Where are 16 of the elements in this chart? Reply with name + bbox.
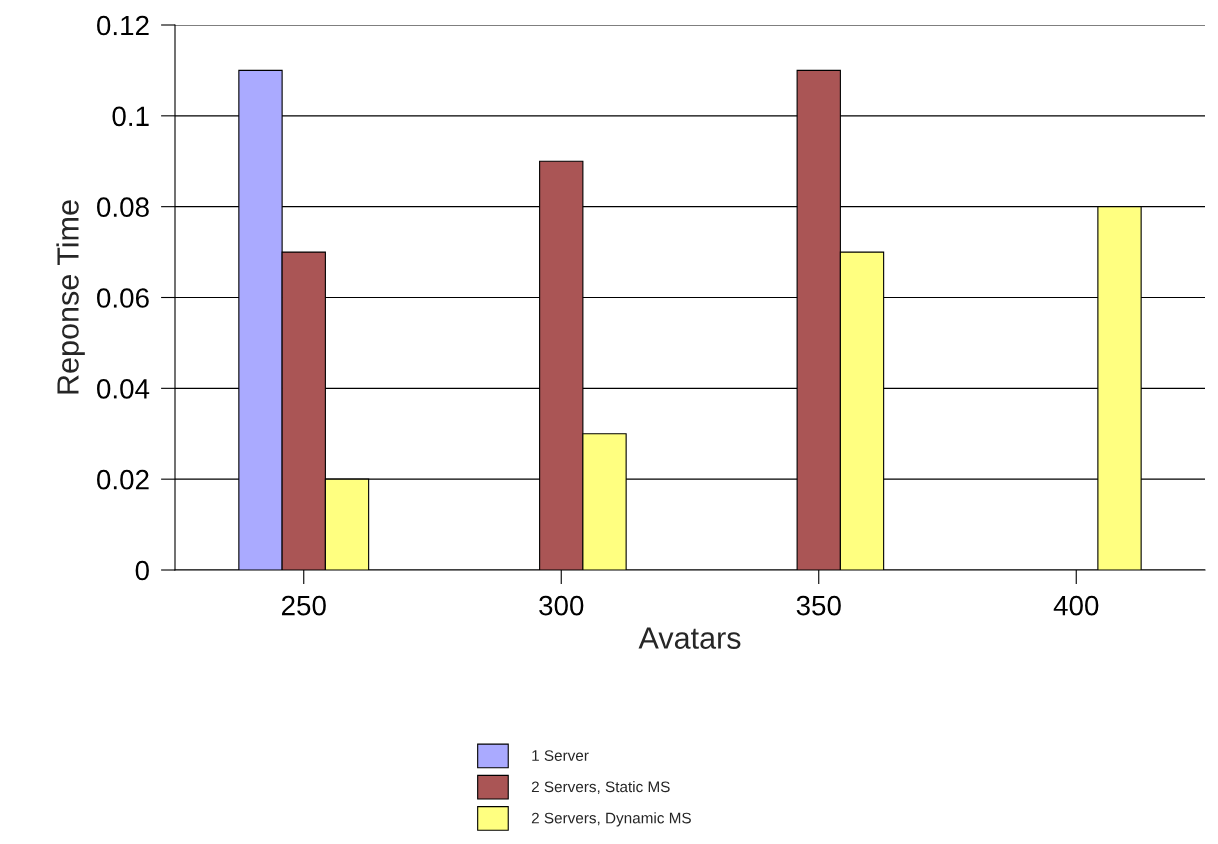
legend-label: 2 Servers, Dynamic MS	[531, 812, 691, 827]
y-axis-title: Reponse Time	[56, 200, 85, 394]
y-tick-label: 0.12	[97, 15, 149, 36]
x-axis-title: Avatars	[638, 627, 741, 649]
x-tick-label: 400	[1053, 595, 1099, 616]
legend-label: 1 Server	[532, 750, 589, 761]
y-tick-label: 0.02	[97, 469, 149, 490]
x-tick-label: 350	[796, 595, 841, 616]
y-tick-label: 0.08	[97, 197, 149, 218]
legend-label: 2 Servers, Static MS	[531, 780, 670, 795]
y-tick-label: 0.04	[97, 379, 150, 399]
x-tick-label: 250	[281, 595, 326, 616]
y-tick-label: 0.1	[112, 106, 149, 127]
y-tick-label: 0	[135, 560, 149, 581]
x-tick-label: 300	[539, 595, 584, 616]
y-tick-label: 0.06	[97, 288, 149, 308]
